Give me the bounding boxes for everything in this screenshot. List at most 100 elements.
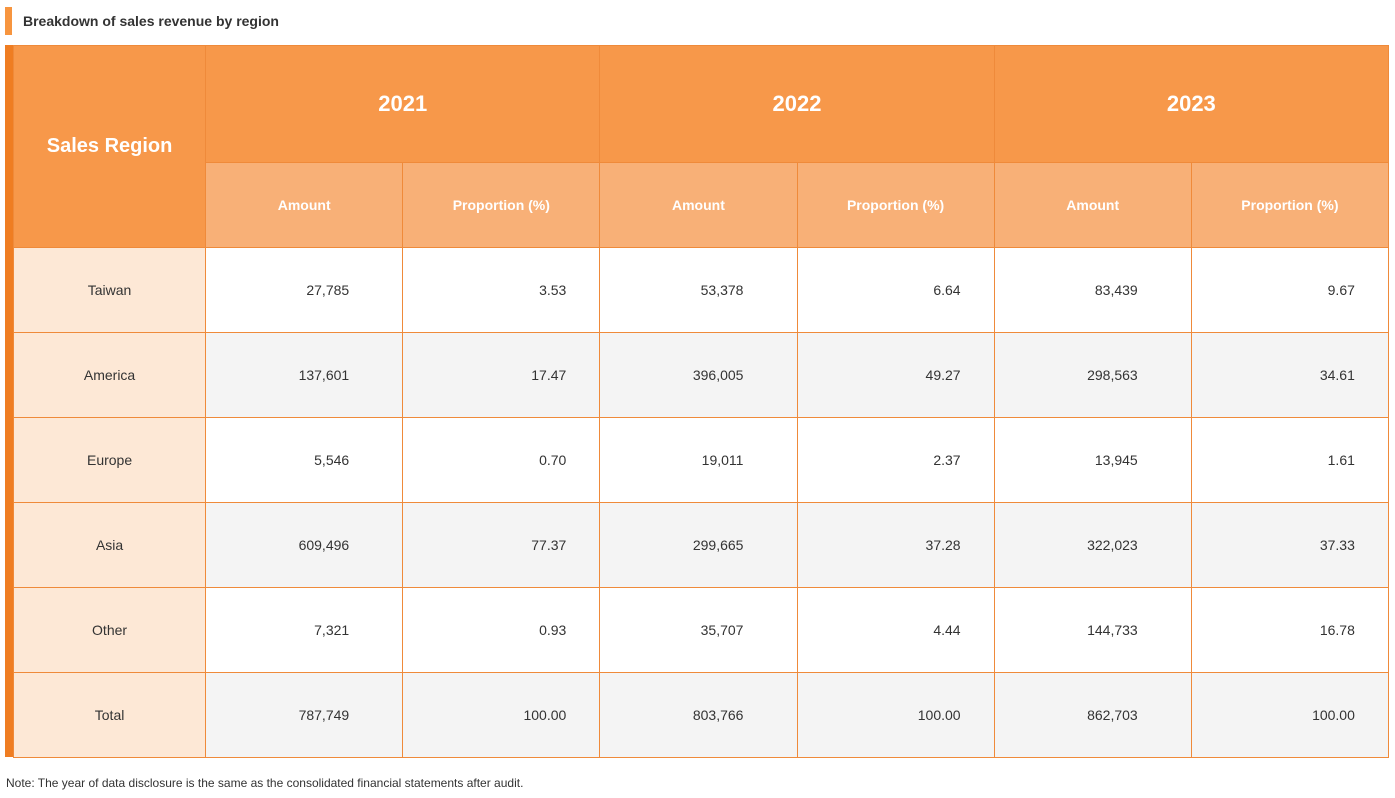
cell-value: 7,321 — [314, 622, 350, 638]
table-row-other: Other 7,321 0.93 35,707 4.44 144,733 16.… — [12, 587, 1390, 673]
amount-cell: 83,439 — [993, 247, 1192, 333]
year-header-2021: 2021 — [205, 45, 601, 163]
cell-value: 49.27 — [925, 367, 961, 383]
table-row-taiwan: Taiwan 27,785 3.53 53,378 6.64 83,439 9.… — [12, 247, 1390, 333]
proportion-cell: 100.00 — [1190, 672, 1390, 758]
region-cell: America — [12, 332, 207, 418]
cell-value: 6.64 — [933, 282, 961, 298]
footnote: Note: The year of data disclosure is the… — [6, 776, 524, 790]
amount-cell: 27,785 — [205, 247, 404, 333]
proportion-cell: 17.47 — [402, 332, 601, 418]
cell-value: 100.00 — [523, 707, 567, 723]
cell-value: 0.93 — [539, 622, 567, 638]
cell-value: 19,011 — [701, 452, 744, 468]
cell-value: 13,945 — [1094, 452, 1138, 468]
amount-cell: 5,546 — [205, 417, 404, 503]
region-cell: Other — [12, 587, 207, 673]
table-row-america: America 137,601 17.47 396,005 49.27 298,… — [12, 332, 1390, 418]
cell-value: 4.44 — [933, 622, 961, 638]
cell-value: 298,563 — [1087, 367, 1138, 383]
cell-value: 5,546 — [314, 452, 350, 468]
cell-value: 16.78 — [1319, 622, 1355, 638]
cell-value: 77.37 — [531, 537, 567, 553]
amount-header: Amount — [993, 162, 1192, 248]
amount-cell: 803,766 — [599, 672, 798, 758]
cell-value: 53,378 — [700, 282, 744, 298]
amount-cell: 53,378 — [599, 247, 798, 333]
cell-value: 9.67 — [1327, 282, 1355, 298]
cell-value: 2.37 — [933, 452, 961, 468]
proportion-cell: 34.61 — [1190, 332, 1390, 418]
cell-value: 83,439 — [1094, 282, 1138, 298]
proportion-cell: 6.64 — [796, 247, 995, 333]
table-row-asia: Asia 609,496 77.37 299,665 37.28 322,023… — [12, 502, 1390, 588]
cell-value: 100.00 — [1312, 707, 1355, 723]
proportion-cell: 37.33 — [1190, 502, 1390, 588]
sales-revenue-table: Sales Region 2021 2022 2023 Amount Propo… — [12, 45, 1390, 758]
proportion-cell: 16.78 — [1190, 587, 1390, 673]
proportion-cell: 0.70 — [402, 417, 601, 503]
proportion-header: Proportion (%) — [796, 162, 995, 248]
amount-cell: 13,945 — [993, 417, 1192, 503]
cell-value: 17.47 — [531, 367, 567, 383]
title-accent-bar — [5, 7, 12, 35]
cell-value: 787,749 — [298, 707, 350, 723]
sales-region-header: Sales Region — [12, 45, 207, 248]
proportion-cell: 0.93 — [402, 587, 601, 673]
amount-cell: 609,496 — [205, 502, 404, 588]
amount-cell: 19,011 — [599, 417, 798, 503]
section-title: Breakdown of sales revenue by region — [23, 13, 279, 29]
proportion-cell: 77.37 — [402, 502, 601, 588]
year-header-2023: 2023 — [993, 45, 1390, 163]
proportion-cell: 37.28 — [796, 502, 995, 588]
sub-header-row: Amount Proportion (%) Amount Proportion … — [14, 162, 1390, 248]
amount-cell: 787,749 — [205, 672, 404, 758]
proportion-cell: 9.67 — [1190, 247, 1390, 333]
amount-cell: 137,601 — [205, 332, 404, 418]
proportion-cell: 49.27 — [796, 332, 995, 418]
cell-value: 322,023 — [1087, 537, 1138, 553]
cell-value: 37.28 — [925, 537, 961, 553]
amount-cell: 396,005 — [599, 332, 798, 418]
region-cell: Taiwan — [12, 247, 207, 333]
cell-value: 34.61 — [1319, 367, 1355, 383]
amount-cell: 144,733 — [993, 587, 1192, 673]
amount-cell: 35,707 — [599, 587, 798, 673]
cell-value: 3.53 — [539, 282, 567, 298]
proportion-cell: 100.00 — [796, 672, 995, 758]
table-row-europe: Europe 5,546 0.70 19,011 2.37 13,945 1.6… — [12, 417, 1390, 503]
proportion-cell: 100.00 — [402, 672, 601, 758]
proportion-cell: 4.44 — [796, 587, 995, 673]
proportion-cell: 1.61 — [1190, 417, 1390, 503]
cell-value: 0.70 — [539, 452, 567, 468]
proportion-cell: 3.53 — [402, 247, 601, 333]
table-row-total: Total 787,749 100.00 803,766 100.00 862,… — [12, 672, 1390, 758]
region-cell: Europe — [12, 417, 207, 503]
amount-cell: 862,703 — [993, 672, 1192, 758]
year-header-row: Sales Region 2021 2022 2023 — [12, 45, 1390, 248]
region-cell: Asia — [12, 502, 207, 588]
amount-cell: 322,023 — [993, 502, 1192, 588]
cell-value: 299,665 — [692, 537, 744, 553]
cell-value: 137,601 — [298, 367, 350, 383]
section-title-bar: Breakdown of sales revenue by region — [5, 7, 279, 35]
cell-value: 609,496 — [298, 537, 350, 553]
cell-value: 100.00 — [917, 707, 961, 723]
proportion-cell: 2.37 — [796, 417, 995, 503]
amount-cell: 298,563 — [993, 332, 1192, 418]
cell-value: 862,703 — [1087, 707, 1138, 723]
cell-value: 803,766 — [692, 707, 744, 723]
cell-value: 35,707 — [700, 622, 744, 638]
amount-cell: 299,665 — [599, 502, 798, 588]
proportion-header: Proportion (%) — [1190, 162, 1390, 248]
sales-table-container: Sales Region 2021 2022 2023 Amount Propo… — [5, 45, 1390, 758]
cell-value: 27,785 — [306, 282, 350, 298]
amount-cell: 7,321 — [205, 587, 404, 673]
amount-header: Amount — [599, 162, 798, 248]
cell-value: 144,733 — [1087, 622, 1138, 638]
cell-value: 1.61 — [1327, 452, 1355, 468]
cell-value: 37.33 — [1319, 537, 1355, 553]
year-header-2022: 2022 — [599, 45, 995, 163]
amount-header: Amount — [205, 162, 404, 248]
cell-value: 396,005 — [692, 367, 744, 383]
